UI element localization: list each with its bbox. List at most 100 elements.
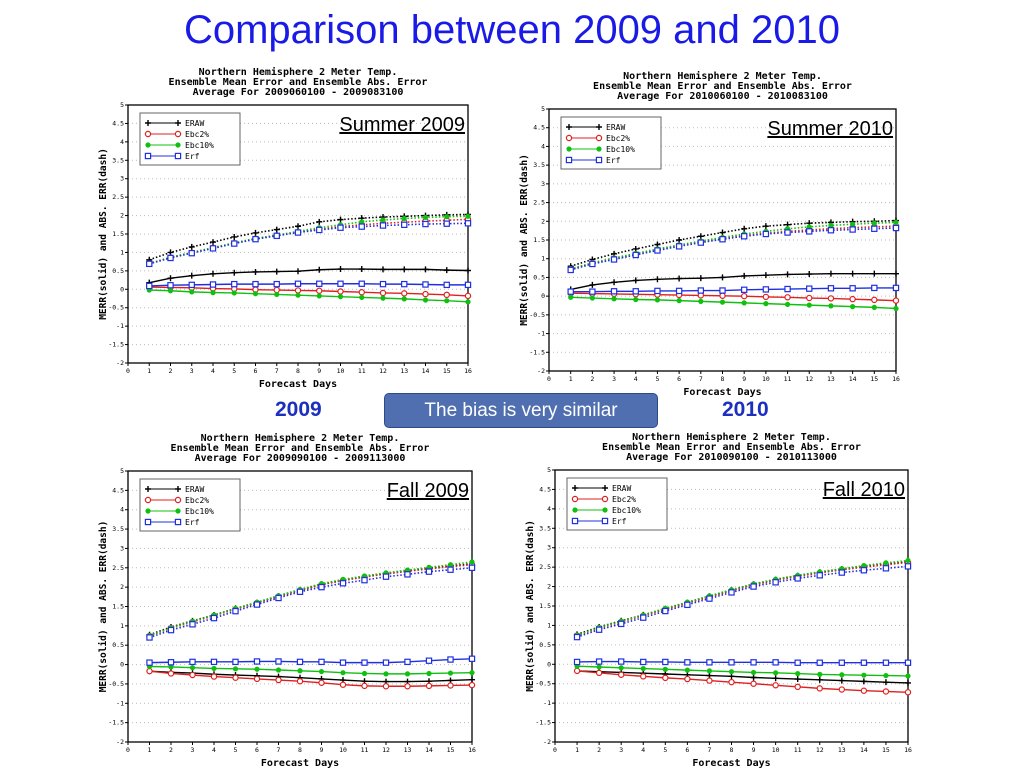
chart-title-line: Average For 2009060100 - 2009083100	[193, 87, 404, 98]
data-point	[719, 274, 726, 281]
legend-label: Ebc10%	[612, 506, 641, 515]
y-tick-label: 3	[120, 175, 124, 183]
y-axis-label: MERR(solid) and ABS. ERR(dash)	[519, 154, 530, 326]
x-tick-label: 11	[361, 746, 369, 754]
data-point	[654, 276, 661, 283]
y-tick-label: 2	[547, 583, 551, 591]
data-point	[210, 239, 216, 246]
legend-marker	[174, 518, 182, 526]
data-point	[806, 285, 813, 292]
data-point	[253, 601, 261, 608]
data-point	[318, 679, 325, 686]
data-point	[662, 674, 669, 682]
chart-title-line: Northern Hemisphere 2 Meter Temp.	[623, 70, 822, 82]
data-point	[383, 671, 389, 677]
data-point	[806, 271, 813, 278]
data-point	[295, 268, 301, 275]
legend-label: ERAW	[185, 119, 204, 128]
data-point	[706, 668, 713, 674]
data-point	[337, 294, 344, 300]
plot-frame	[554, 469, 909, 743]
x-tick-label: 10	[337, 367, 345, 375]
x-tick-label: 3	[612, 375, 616, 383]
legend-marker	[145, 142, 151, 148]
data-point	[425, 568, 433, 575]
y-tick-label: 0.5	[112, 641, 124, 649]
data-point	[361, 682, 368, 690]
data-point	[794, 676, 801, 683]
data-point	[189, 289, 195, 295]
data-point	[849, 285, 856, 292]
data-point	[684, 675, 691, 683]
legend-marker	[175, 508, 181, 514]
data-point	[379, 280, 387, 288]
data-point	[275, 667, 282, 673]
legend-marker	[595, 156, 603, 164]
data-point	[294, 280, 302, 287]
data-point	[784, 229, 791, 236]
x-tick-label: 0	[553, 746, 557, 754]
legend-label: Erf	[185, 152, 200, 161]
data-point	[697, 275, 704, 282]
series-ebc10pct-merr-line	[577, 665, 909, 677]
data-point	[806, 302, 812, 308]
data-point	[589, 295, 595, 301]
data-point	[316, 293, 322, 299]
data-point	[610, 288, 618, 295]
legend-marker	[595, 134, 603, 142]
x-tick-label: 9	[320, 746, 324, 754]
data-point	[871, 225, 878, 232]
y-tick-label: 5	[541, 105, 545, 113]
data-point	[296, 658, 304, 666]
legend-marker	[145, 120, 151, 126]
data-point	[617, 658, 625, 665]
legend-label: Ebc10%	[606, 145, 635, 154]
data-point	[632, 277, 639, 284]
x-tick-label: 4	[211, 367, 215, 375]
y-tick-label: -2	[116, 738, 124, 746]
data-point	[871, 270, 878, 277]
data-point	[871, 220, 877, 226]
data-point	[444, 298, 450, 304]
legend-label: Ebc2%	[606, 134, 630, 143]
legend-marker	[565, 134, 573, 142]
data-point	[828, 222, 834, 229]
data-point	[232, 674, 239, 681]
data-point	[892, 224, 900, 232]
y-tick-label: 5	[120, 101, 124, 109]
x-tick-label: 16	[904, 746, 912, 754]
series-eraw-merr-line	[149, 268, 469, 284]
data-point	[382, 659, 390, 666]
data-point	[318, 658, 325, 666]
legend-marker	[175, 120, 181, 126]
data-point	[706, 677, 713, 684]
x-tick-label: 11	[358, 367, 366, 375]
x-tick-label: 2	[590, 375, 594, 383]
data-point	[337, 224, 344, 231]
y-tick-label: -0.5	[108, 304, 124, 312]
data-point	[719, 299, 726, 305]
data-point	[443, 267, 450, 274]
x-tick-label: 15	[870, 375, 878, 383]
x-tick-label: 12	[816, 746, 824, 754]
data-point	[772, 682, 779, 689]
legend-marker	[144, 152, 152, 160]
data-point	[871, 304, 877, 310]
series-erf-merr-line	[570, 287, 896, 293]
data-point	[617, 671, 625, 678]
series-eraw-abs-line	[149, 563, 473, 636]
data-point	[209, 281, 217, 288]
data-point	[231, 233, 238, 240]
y-tick-label: 1	[541, 255, 545, 263]
chart-title-line: Northern Hemisphere 2 Meter Temp.	[201, 432, 400, 444]
y-tick-label: 4	[547, 505, 551, 513]
data-point	[676, 275, 683, 282]
data-point	[232, 658, 239, 666]
legend-marker	[571, 495, 579, 503]
data-point	[772, 579, 779, 586]
data-point	[750, 669, 757, 676]
series-eraw-abs-line	[148, 213, 469, 261]
data-point	[750, 680, 757, 687]
series-eraw-abs-line	[570, 219, 897, 267]
x-tick-label: 12	[805, 375, 813, 383]
